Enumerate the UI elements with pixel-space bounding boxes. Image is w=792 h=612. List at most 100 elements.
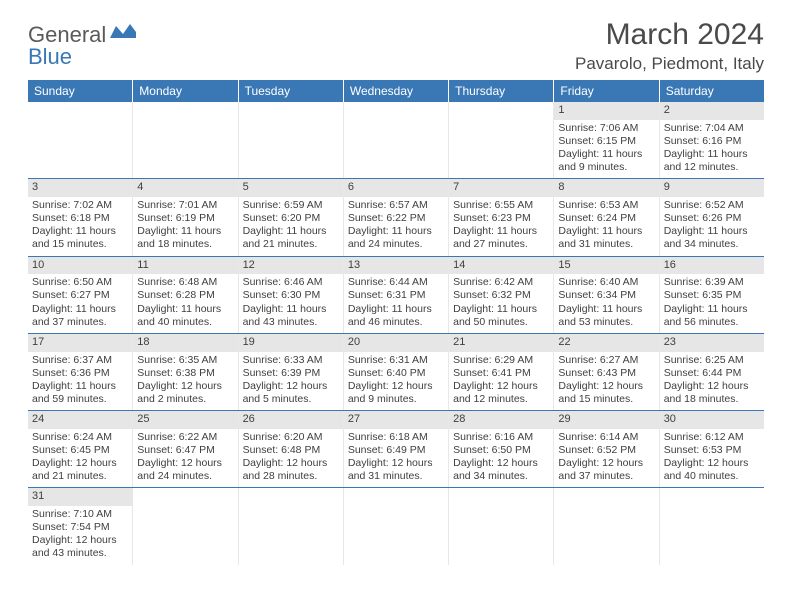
week-row: 17Sunrise: 6:37 AMSunset: 6:36 PMDayligh… — [28, 334, 764, 411]
daylight-line: and 31 minutes. — [348, 470, 444, 483]
week-row: 31Sunrise: 7:10 AMSunset: 7:54 PMDayligh… — [28, 488, 764, 564]
empty-cell — [28, 102, 133, 178]
week-row: 24Sunrise: 6:24 AMSunset: 6:45 PMDayligh… — [28, 411, 764, 488]
sunrise-line: Sunrise: 6:24 AM — [32, 431, 128, 444]
daylight-line: Daylight: 11 hours — [32, 380, 128, 393]
day-body: Sunrise: 6:42 AMSunset: 6:32 PMDaylight:… — [449, 274, 553, 333]
day-number: 23 — [660, 334, 764, 352]
sunset-line: Sunset: 6:44 PM — [664, 367, 760, 380]
daylight-line: and 50 minutes. — [453, 316, 549, 329]
day-number: 28 — [449, 411, 553, 429]
day-number: 2 — [660, 102, 764, 120]
daylight-line: and 18 minutes. — [137, 238, 233, 251]
day-number: 8 — [554, 179, 658, 197]
sunset-line: Sunset: 6:24 PM — [558, 212, 654, 225]
day-body: Sunrise: 6:55 AMSunset: 6:23 PMDaylight:… — [449, 197, 553, 256]
sunrise-line: Sunrise: 6:18 AM — [348, 431, 444, 444]
day-body: Sunrise: 6:59 AMSunset: 6:20 PMDaylight:… — [239, 197, 343, 256]
daylight-line: and 15 minutes. — [558, 393, 654, 406]
day-body: Sunrise: 6:48 AMSunset: 6:28 PMDaylight:… — [133, 274, 237, 333]
sunset-line: Sunset: 6:49 PM — [348, 444, 444, 457]
sunset-line: Sunset: 6:27 PM — [32, 289, 128, 302]
daylight-line: and 59 minutes. — [32, 393, 128, 406]
weekday-header: Sunday — [28, 80, 133, 102]
sunset-line: Sunset: 7:54 PM — [32, 521, 128, 534]
day-cell: 23Sunrise: 6:25 AMSunset: 6:44 PMDayligh… — [660, 334, 764, 410]
week-row: 1Sunrise: 7:06 AMSunset: 6:15 PMDaylight… — [28, 102, 764, 179]
sunrise-line: Sunrise: 6:46 AM — [243, 276, 339, 289]
daylight-line: Daylight: 11 hours — [664, 225, 760, 238]
calendar-grid: SundayMondayTuesdayWednesdayThursdayFrid… — [28, 80, 764, 565]
empty-cell — [344, 102, 449, 178]
location: Pavarolo, Piedmont, Italy — [575, 54, 764, 74]
daylight-line: Daylight: 11 hours — [664, 148, 760, 161]
day-cell: 4Sunrise: 7:01 AMSunset: 6:19 PMDaylight… — [133, 179, 238, 255]
daylight-line: Daylight: 12 hours — [558, 457, 654, 470]
day-number: 7 — [449, 179, 553, 197]
day-cell: 18Sunrise: 6:35 AMSunset: 6:38 PMDayligh… — [133, 334, 238, 410]
day-cell: 14Sunrise: 6:42 AMSunset: 6:32 PMDayligh… — [449, 257, 554, 333]
day-cell: 5Sunrise: 6:59 AMSunset: 6:20 PMDaylight… — [239, 179, 344, 255]
daylight-line: Daylight: 11 hours — [558, 148, 654, 161]
day-body: Sunrise: 6:33 AMSunset: 6:39 PMDaylight:… — [239, 352, 343, 411]
daylight-line: Daylight: 11 hours — [664, 303, 760, 316]
sunset-line: Sunset: 6:23 PM — [453, 212, 549, 225]
day-number: 25 — [133, 411, 237, 429]
sunrise-line: Sunrise: 6:16 AM — [453, 431, 549, 444]
day-number: 1 — [554, 102, 658, 120]
day-body: Sunrise: 7:04 AMSunset: 6:16 PMDaylight:… — [660, 120, 764, 179]
sunrise-line: Sunrise: 6:29 AM — [453, 354, 549, 367]
day-cell: 1Sunrise: 7:06 AMSunset: 6:15 PMDaylight… — [554, 102, 659, 178]
sunset-line: Sunset: 6:30 PM — [243, 289, 339, 302]
sunrise-line: Sunrise: 6:42 AM — [453, 276, 549, 289]
sunset-line: Sunset: 6:18 PM — [32, 212, 128, 225]
day-body: Sunrise: 6:37 AMSunset: 6:36 PMDaylight:… — [28, 352, 132, 411]
daylight-line: and 24 minutes. — [137, 470, 233, 483]
day-cell: 26Sunrise: 6:20 AMSunset: 6:48 PMDayligh… — [239, 411, 344, 487]
empty-cell — [239, 488, 344, 564]
day-cell: 11Sunrise: 6:48 AMSunset: 6:28 PMDayligh… — [133, 257, 238, 333]
day-number: 26 — [239, 411, 343, 429]
day-cell: 30Sunrise: 6:12 AMSunset: 6:53 PMDayligh… — [660, 411, 764, 487]
daylight-line: Daylight: 12 hours — [32, 457, 128, 470]
daylight-line: Daylight: 11 hours — [32, 303, 128, 316]
daylight-line: Daylight: 12 hours — [348, 457, 444, 470]
day-body: Sunrise: 6:14 AMSunset: 6:52 PMDaylight:… — [554, 429, 658, 488]
day-body: Sunrise: 6:20 AMSunset: 6:48 PMDaylight:… — [239, 429, 343, 488]
sunrise-line: Sunrise: 7:01 AM — [137, 199, 233, 212]
daylight-line: Daylight: 11 hours — [243, 225, 339, 238]
day-body: Sunrise: 6:22 AMSunset: 6:47 PMDaylight:… — [133, 429, 237, 488]
sunrise-line: Sunrise: 6:20 AM — [243, 431, 339, 444]
day-body: Sunrise: 6:46 AMSunset: 6:30 PMDaylight:… — [239, 274, 343, 333]
sunrise-line: Sunrise: 6:59 AM — [243, 199, 339, 212]
daylight-line: and 37 minutes. — [32, 316, 128, 329]
daylight-line: Daylight: 12 hours — [558, 380, 654, 393]
daylight-line: Daylight: 11 hours — [453, 225, 549, 238]
day-cell: 19Sunrise: 6:33 AMSunset: 6:39 PMDayligh… — [239, 334, 344, 410]
day-cell: 22Sunrise: 6:27 AMSunset: 6:43 PMDayligh… — [554, 334, 659, 410]
empty-cell — [554, 488, 659, 564]
daylight-line: Daylight: 11 hours — [348, 225, 444, 238]
weeks-container: 1Sunrise: 7:06 AMSunset: 6:15 PMDaylight… — [28, 102, 764, 565]
day-body: Sunrise: 6:40 AMSunset: 6:34 PMDaylight:… — [554, 274, 658, 333]
sunrise-line: Sunrise: 6:27 AM — [558, 354, 654, 367]
daylight-line: and 53 minutes. — [558, 316, 654, 329]
day-number: 5 — [239, 179, 343, 197]
day-body: Sunrise: 6:24 AMSunset: 6:45 PMDaylight:… — [28, 429, 132, 488]
day-cell: 20Sunrise: 6:31 AMSunset: 6:40 PMDayligh… — [344, 334, 449, 410]
sunrise-line: Sunrise: 7:10 AM — [32, 508, 128, 521]
day-number: 31 — [28, 488, 132, 506]
sunrise-line: Sunrise: 6:12 AM — [664, 431, 760, 444]
day-body: Sunrise: 6:25 AMSunset: 6:44 PMDaylight:… — [660, 352, 764, 411]
daylight-line: and 18 minutes. — [664, 393, 760, 406]
day-cell: 10Sunrise: 6:50 AMSunset: 6:27 PMDayligh… — [28, 257, 133, 333]
daylight-line: Daylight: 12 hours — [137, 380, 233, 393]
day-body: Sunrise: 6:27 AMSunset: 6:43 PMDaylight:… — [554, 352, 658, 411]
daylight-line: and 31 minutes. — [558, 238, 654, 251]
sunrise-line: Sunrise: 6:53 AM — [558, 199, 654, 212]
day-body: Sunrise: 7:10 AMSunset: 7:54 PMDaylight:… — [28, 506, 132, 565]
daylight-line: Daylight: 11 hours — [137, 225, 233, 238]
daylight-line: Daylight: 11 hours — [243, 303, 339, 316]
sunset-line: Sunset: 6:26 PM — [664, 212, 760, 225]
week-row: 10Sunrise: 6:50 AMSunset: 6:27 PMDayligh… — [28, 257, 764, 334]
